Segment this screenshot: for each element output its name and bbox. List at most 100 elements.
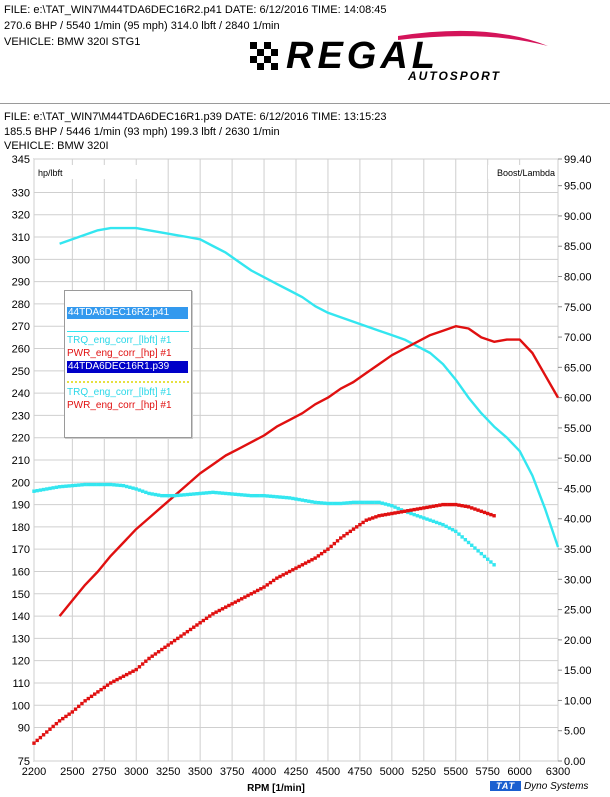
series-point-2	[482, 554, 487, 559]
y-left-tick-label: 300	[12, 254, 30, 266]
run1-vehicle-line: VEHICLE: BMW 320I STG1	[4, 36, 141, 48]
series-point-2	[380, 501, 384, 505]
series-point-2	[275, 495, 279, 499]
series-point-2	[192, 492, 196, 496]
series-point-3	[124, 672, 129, 677]
y-left-tick-label: 120	[12, 656, 30, 668]
legend-run2-torque[interactable]: TRQ_eng_corr_[lbft] #1	[67, 387, 172, 398]
y-left-tick-label: 240	[12, 388, 30, 400]
series-point-2	[291, 496, 295, 501]
series-point-2	[54, 485, 59, 490]
legend-run2-name[interactable]: 44TDA6DEC16R1.p39	[67, 361, 188, 373]
series-point-3	[268, 580, 273, 585]
y-left-tick-label: 75	[18, 756, 30, 768]
y-right-tick-label: 55.00	[564, 423, 592, 435]
series-point-3	[204, 616, 209, 621]
series-point-2	[444, 524, 448, 529]
series-point-3	[393, 511, 397, 515]
series-point-3	[300, 563, 305, 567]
series-point-2	[316, 500, 321, 505]
series-point-3	[160, 647, 164, 652]
x-tick-label: 4500	[316, 766, 340, 778]
series-point-2	[38, 488, 43, 492]
series-point-2	[150, 492, 154, 496]
series-point-2	[255, 493, 260, 498]
run1-file-line: FILE: e:\TAT_WIN7\M44TDA6DEC16R2.p41 DAT…	[4, 4, 387, 16]
series-point-3	[265, 583, 269, 587]
series-point-2	[224, 491, 228, 496]
series-point-2	[297, 497, 301, 502]
series-point-3	[48, 727, 52, 731]
series-point-2	[358, 500, 362, 505]
legend-run1-separator	[67, 331, 189, 332]
tat-brand-text: Dyno Systems	[523, 781, 589, 792]
series-point-3	[236, 598, 241, 603]
series-point-3	[431, 504, 436, 508]
y-left-tick-label: 180	[12, 522, 30, 534]
series-point-3	[51, 724, 55, 729]
x-axis-label: RPM [1/min]	[247, 783, 305, 794]
series-point-3	[390, 511, 394, 516]
series-point-3	[335, 539, 340, 543]
series-point-3	[457, 503, 461, 507]
series-point-2	[243, 493, 247, 497]
series-point-2	[390, 504, 394, 508]
series-point-3	[134, 667, 138, 672]
series-point-3	[252, 590, 257, 594]
y-right-tick-label: 30.00	[564, 574, 592, 586]
series-point-3	[35, 738, 39, 743]
legend-run1-power[interactable]: PWR_eng_corr_[hp] #1	[67, 348, 172, 359]
series-point-3	[169, 641, 174, 645]
series-point-3	[271, 578, 276, 583]
series-point-3	[278, 574, 282, 579]
series-point-2	[457, 532, 461, 536]
series-point-3	[364, 518, 368, 522]
series-point-2	[454, 529, 458, 534]
series-point-3	[32, 741, 36, 745]
series-point-3	[112, 679, 116, 683]
y-right-tick-label: 45.00	[564, 483, 592, 495]
series-point-3	[473, 507, 477, 511]
series-point-2	[147, 491, 151, 496]
ylabel-left-box	[36, 165, 150, 179]
series-point-2	[185, 492, 190, 497]
x-tick-label: 5500	[444, 766, 468, 778]
series-point-3	[147, 656, 151, 661]
series-point-3	[217, 608, 222, 613]
series-point-3	[179, 634, 183, 638]
legend-run1-name[interactable]: 44TDA6DEC16R2.p41	[67, 307, 188, 319]
series-point-2	[268, 494, 273, 498]
series-point-3	[275, 576, 279, 580]
series-point-2	[214, 490, 218, 495]
series-point-3	[441, 502, 445, 507]
series-point-3	[303, 561, 308, 565]
series-point-3	[326, 547, 330, 551]
series-point-2	[236, 492, 241, 497]
series-point-3	[486, 511, 490, 516]
series-point-3	[482, 510, 487, 515]
series-point-2	[220, 491, 225, 495]
legend-run1-torque[interactable]: TRQ_eng_corr_[lbft] #1	[67, 335, 172, 346]
x-tick-label: 3500	[188, 766, 212, 778]
series-point-3	[466, 505, 471, 509]
series-point-3	[399, 510, 404, 514]
series-point-2	[208, 490, 212, 495]
series-point-2	[179, 493, 183, 497]
y-left-tick-label: 160	[12, 566, 30, 578]
legend-run2-power[interactable]: PWR_eng_corr_[hp] #1	[67, 400, 172, 411]
series-point-3	[470, 506, 474, 510]
series-point-2	[239, 493, 244, 497]
series-point-2	[134, 487, 138, 491]
series-point-2	[204, 491, 209, 495]
series-point-2	[169, 493, 174, 498]
series-point-3	[255, 588, 260, 593]
ylabel-right: Boost/Lambda	[497, 168, 555, 178]
series-point-3	[374, 515, 378, 519]
y-left-tick-label: 345	[12, 154, 30, 166]
series-point-2	[303, 498, 308, 503]
series-point-2	[396, 506, 400, 511]
series-point-2	[313, 500, 317, 505]
series-point-2	[262, 493, 266, 498]
series-point-3	[402, 509, 407, 513]
series-point-3	[182, 632, 186, 636]
